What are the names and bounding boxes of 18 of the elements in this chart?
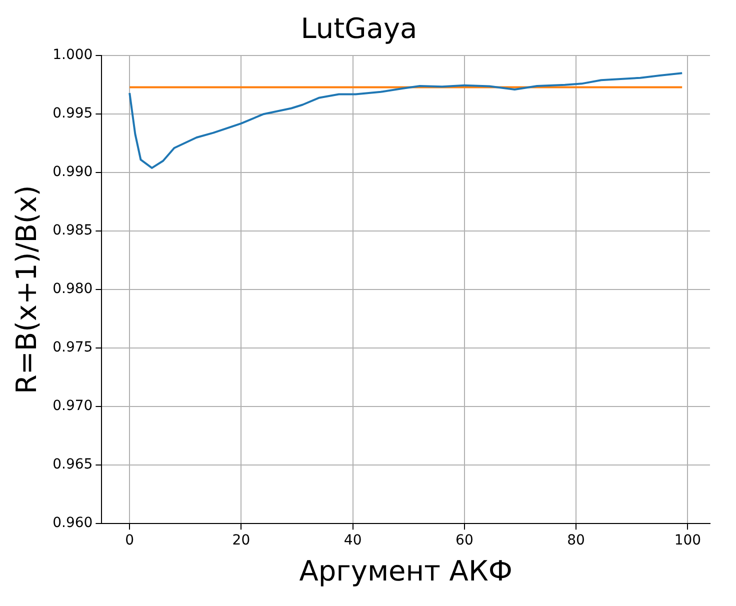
y-tick-label: 0.960	[52, 515, 93, 532]
y-tick-label: 0.980	[52, 281, 93, 298]
x-tick-label: 40	[344, 532, 362, 549]
y-tick-label: 1.000	[52, 47, 93, 64]
y-tick-label: 0.970	[52, 398, 93, 414]
x-tick-label: 0	[125, 532, 134, 549]
x-tick-label: 100	[674, 532, 702, 549]
chart-title: LutGaya	[300, 12, 418, 46]
x-tick-label: 20	[232, 532, 250, 549]
y-axis-title: R=B(x+1)/B(x)	[10, 185, 44, 394]
y-tick-label: 0.990	[52, 164, 93, 180]
y-tick-label: 0.965	[52, 456, 93, 473]
y-tick-label: 0.995	[52, 106, 93, 122]
y-tick-label: 0.975	[52, 340, 93, 356]
x-tick-label: 60	[456, 532, 474, 549]
y-tick-label: 0.985	[52, 222, 93, 239]
x-axis-title: Аргумент АКФ	[299, 554, 512, 588]
x-tick-label: 80	[567, 532, 585, 549]
